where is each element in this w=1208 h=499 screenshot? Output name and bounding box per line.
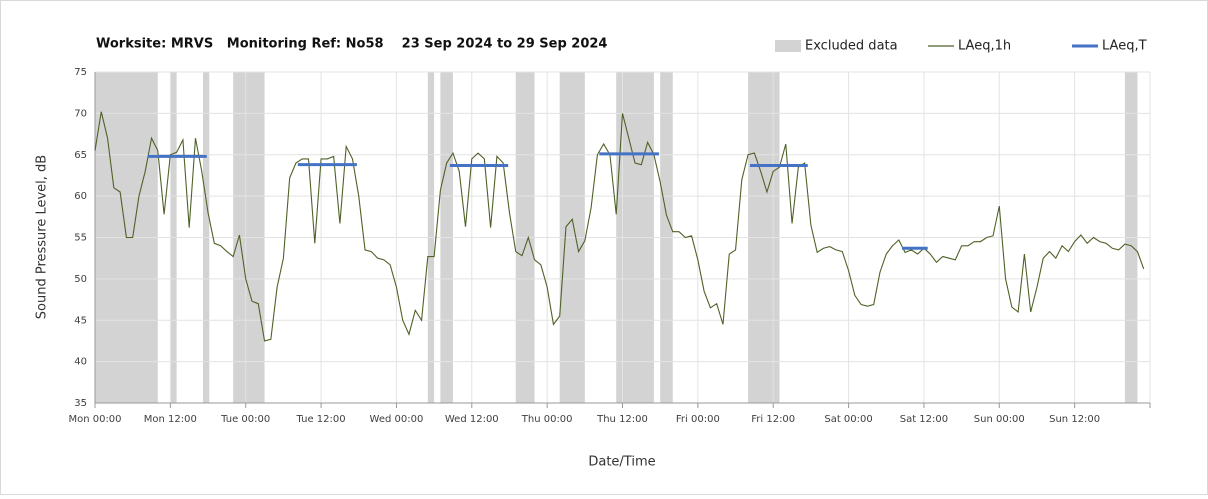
y-axis-label: Sound Pressure Level, dB xyxy=(35,155,50,319)
y-tick-label: 45 xyxy=(74,315,87,326)
x-tick-label: Wed 12:00 xyxy=(445,414,499,425)
marks xyxy=(94,111,1145,342)
x-tick-label: Sat 00:00 xyxy=(824,414,872,425)
legend-label: LAeq,T xyxy=(1102,39,1147,54)
grid: 35 40 45 50 55 60 65 70 75 Mon 00:00 Mon 12:00 Tue … xyxy=(68,67,1151,425)
y-tick-label: 40 xyxy=(74,357,87,368)
y-tick-label: 60 xyxy=(74,191,87,202)
x-tick-label: Tue 12:00 xyxy=(296,414,346,425)
legend-swatch xyxy=(775,40,801,52)
y-tick-label: 75 xyxy=(74,67,87,78)
x-tick-label: Fri 00:00 xyxy=(676,414,720,425)
line xyxy=(94,111,1145,342)
chart-title: Worksite: MRVS Monitoring Ref: No58 23 S… xyxy=(96,37,607,52)
y-tick-label: 50 xyxy=(74,274,87,285)
y-tick-label: 65 xyxy=(74,150,87,161)
legend-label: Excluded data xyxy=(805,39,898,54)
x-tick-label: Thu 12:00 xyxy=(596,414,648,425)
legend: Excluded data LAeq,1h LAeq,T xyxy=(775,39,1147,54)
x-tick-label: Mon 12:00 xyxy=(144,414,197,425)
x-tick-label: Sun 00:00 xyxy=(974,414,1025,425)
x-tick-label: Sun 12:00 xyxy=(1049,414,1100,425)
x-tick-label: Thu 00:00 xyxy=(521,414,573,425)
y-tick-label: 35 xyxy=(74,398,87,409)
x-axis-label: Date/Time xyxy=(588,455,655,470)
x-tick-label: Fri 12:00 xyxy=(751,414,795,425)
x-tick-label: Tue 00:00 xyxy=(220,414,270,425)
x-tick-label: Wed 00:00 xyxy=(370,414,424,425)
legend-label: LAeq,1h xyxy=(958,39,1011,54)
y-tick-label: 55 xyxy=(74,233,87,244)
y-tick-label: 70 xyxy=(74,108,87,119)
x-tick-label: Mon 00:00 xyxy=(68,414,121,425)
x-tick-label: Sat 12:00 xyxy=(900,414,948,425)
